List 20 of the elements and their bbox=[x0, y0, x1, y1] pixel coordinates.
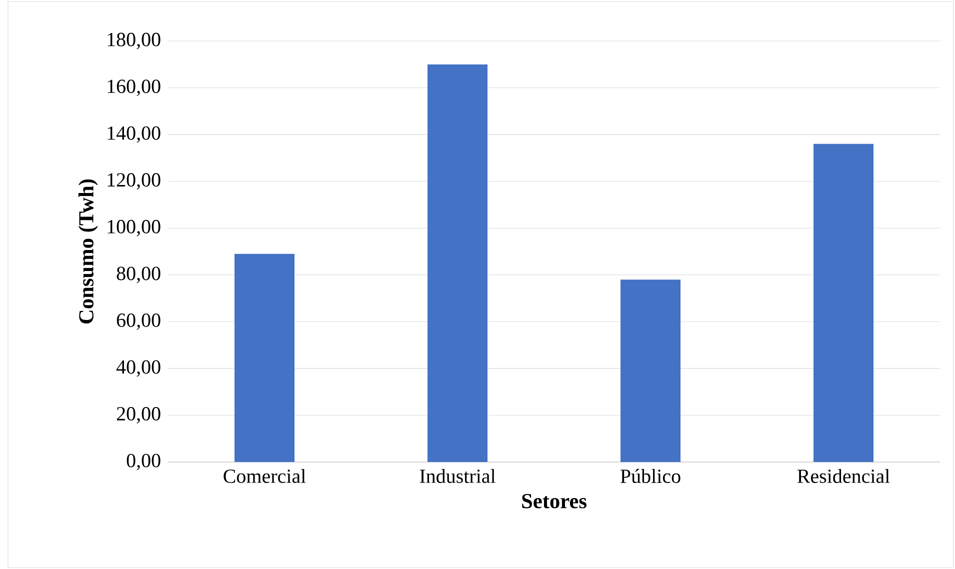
bar bbox=[234, 254, 295, 462]
y-tick-label: 100,00 bbox=[108, 220, 160, 236]
x-tick-label: Comercial bbox=[224, 468, 306, 483]
y-axis-title: Consumo (Twh) bbox=[78, 179, 98, 324]
y-tick-label: 160,00 bbox=[108, 80, 160, 96]
x-tick-label: Residencial bbox=[797, 468, 890, 483]
y-tick-label: 180,00 bbox=[108, 32, 160, 50]
y-tick-label: 120,00 bbox=[108, 173, 160, 190]
bar bbox=[620, 280, 681, 462]
bar bbox=[428, 64, 488, 462]
y-tick-label: 80,00 bbox=[116, 266, 160, 284]
x-tick-label: Industrial bbox=[420, 468, 496, 483]
bar bbox=[814, 144, 874, 462]
y-tick-label: 0,00 bbox=[126, 454, 160, 470]
x-tick-label: Público bbox=[620, 468, 680, 484]
y-tick-label: 140,00 bbox=[108, 126, 160, 143]
y-tick-label: 20,00 bbox=[116, 407, 160, 424]
y-tick-label: 40,00 bbox=[116, 360, 160, 377]
y-tick-label: 60,00 bbox=[116, 313, 160, 330]
x-axis-title: Setores bbox=[522, 494, 586, 508]
